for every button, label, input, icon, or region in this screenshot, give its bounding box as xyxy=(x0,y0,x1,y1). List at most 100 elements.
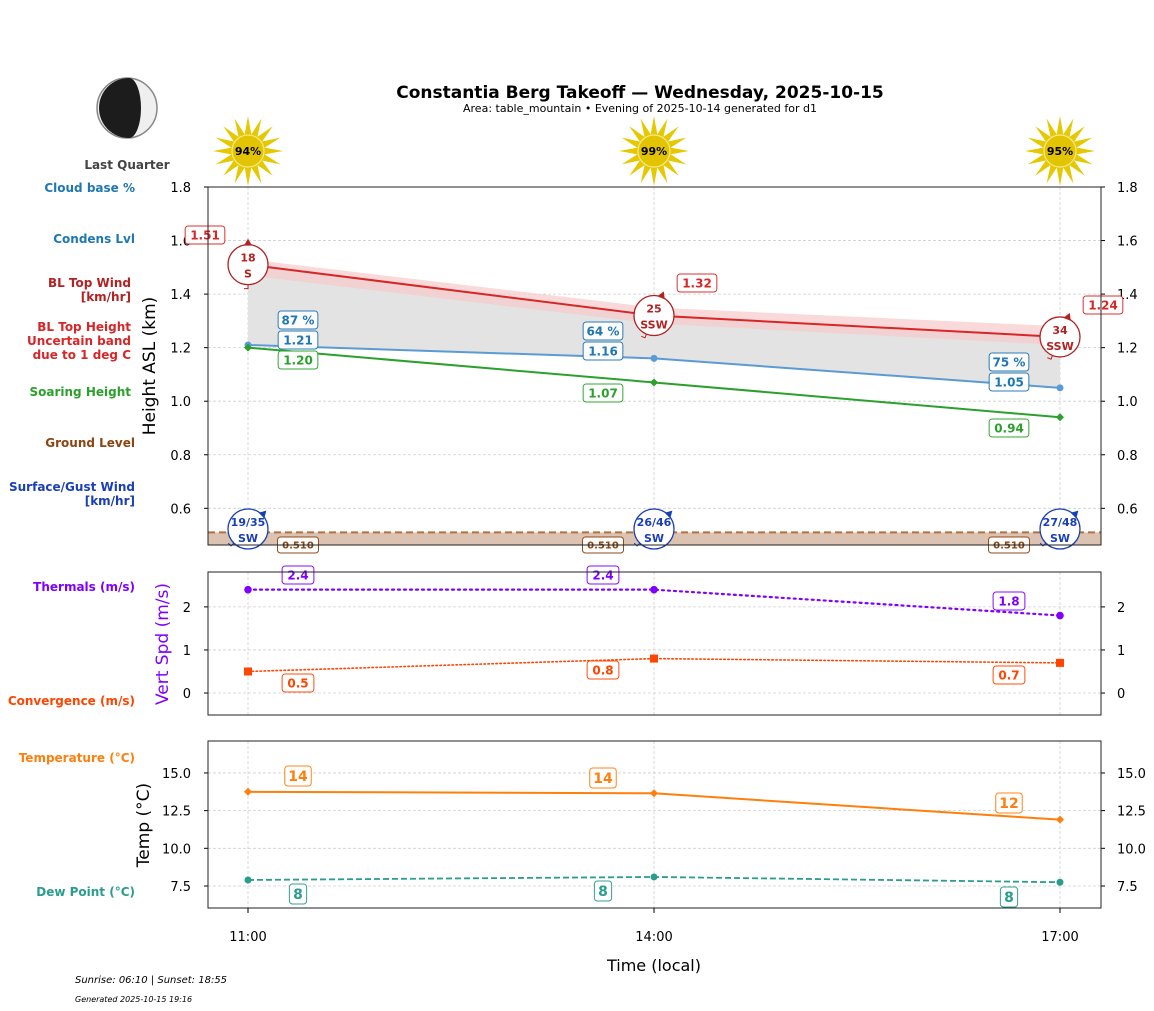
thermals-label-box xyxy=(586,565,620,585)
cloud-base-label-text: 87 % xyxy=(282,313,315,327)
xtick-label: 17:00 xyxy=(1041,930,1078,945)
xtick-label: 14:00 xyxy=(635,930,672,945)
thermals-label-box xyxy=(281,565,315,585)
dewpoint-label-box xyxy=(288,883,308,905)
label-condens: Condens Lvl xyxy=(53,232,135,246)
temp-ylabel: Temp (°C) xyxy=(134,783,154,868)
bl-wind-barb-direction: S xyxy=(244,268,252,281)
vertspeed-ytick-right: 0 xyxy=(1117,687,1125,702)
sun-icon: 95% xyxy=(1025,116,1095,186)
temperature-point xyxy=(650,789,658,798)
condens-label: 1.16 xyxy=(582,341,624,361)
label-surface-wind-line1: Surface/Gust Wind xyxy=(9,480,135,494)
dewpoint-point xyxy=(650,873,658,881)
bl-top-label: 1.32 xyxy=(676,273,718,293)
moon-phase-label: Last Quarter xyxy=(84,158,170,172)
temp-ytick-right: 12.5 xyxy=(1117,805,1146,820)
height-ytick-left: 0.6 xyxy=(170,502,191,517)
sun-percent: 95% xyxy=(1047,145,1073,158)
convergence-label-box xyxy=(281,673,315,693)
thermals-label-box xyxy=(992,591,1026,611)
sun-percent: 94% xyxy=(235,145,261,158)
ground-label-text: 0.510 xyxy=(993,541,1025,552)
surface-wind-barb: 27/48 SW xyxy=(1039,508,1081,550)
soaring-label-box xyxy=(277,350,319,370)
bl-wind-barb-direction: SSW xyxy=(640,319,667,332)
soaring-label-text: 1.20 xyxy=(283,353,313,367)
label-convergence: Convergence (m/s) xyxy=(7,694,135,708)
convergence-label-text: 0.5 xyxy=(287,676,308,690)
convergence-label: 0.8 xyxy=(586,660,620,680)
cloud-base-label-box xyxy=(582,321,624,341)
height-ytick-left: 1.8 xyxy=(170,181,191,196)
temp-ytick-left: 10.0 xyxy=(162,842,191,857)
bl-wind-barb-circle xyxy=(1039,316,1081,358)
temp-ytick-left: 12.5 xyxy=(162,805,191,820)
bl-top-label-box xyxy=(676,273,718,293)
label-bl-height-line2: Uncertain band xyxy=(27,334,131,348)
vertspeed-ytick-left: 1 xyxy=(183,644,191,659)
surface-wind-barb: 19/35 SW xyxy=(227,508,269,550)
surface-wind-barb-circle xyxy=(1039,508,1081,550)
bl-wind-barb-tail-icon xyxy=(1047,355,1053,360)
thermals-point xyxy=(244,585,252,594)
bl-wind-barb-circle xyxy=(633,294,675,337)
dewpoint-point xyxy=(244,876,252,884)
soaring-point xyxy=(650,378,658,387)
condens-label-text: 1.16 xyxy=(588,344,618,358)
sun-disc xyxy=(231,134,265,168)
bl-wind-barb-speed: 34 xyxy=(1052,324,1068,337)
dewpoint-label: 8 xyxy=(288,883,308,905)
dewpoint-label: 8 xyxy=(593,880,613,902)
surface-wind-barb-circle xyxy=(633,508,675,550)
xtick-label: 11:00 xyxy=(229,930,266,945)
sun-disc xyxy=(1043,134,1077,168)
height-ytick-right: 1.6 xyxy=(1117,235,1138,250)
temp-ytick-right: 7.5 xyxy=(1117,880,1138,895)
bl-wind-barb-speed: 25 xyxy=(646,303,661,316)
thermals-point xyxy=(1056,611,1064,620)
ground-label-text: 0.510 xyxy=(282,541,314,552)
bl-top-label: 1.51 xyxy=(184,225,226,245)
surface-wind-barb-direction: SW xyxy=(1050,532,1070,545)
label-bl-wind-line2: [km/hr] xyxy=(80,290,131,304)
ground-label-text: 0.510 xyxy=(587,541,619,552)
soaring-label-box xyxy=(582,383,624,403)
surface-wind-barb-speed: 19/35 xyxy=(231,516,266,529)
condens-label-box xyxy=(277,330,319,350)
label-bl-wind: BL Top Wind [km/hr] xyxy=(48,276,131,304)
bl-top-label-text: 1.32 xyxy=(682,276,712,290)
bl-wind-barb: 18 S xyxy=(227,238,269,290)
bl-wind-barb-arrow-icon xyxy=(244,238,252,246)
label-bl-height: BL Top Height Uncertain band due to 1 de… xyxy=(27,320,131,362)
thermals-label: 2.4 xyxy=(586,565,620,585)
vertspeed-ytick-right: 2 xyxy=(1117,601,1125,616)
height-ytick-right: 0.8 xyxy=(1117,449,1138,464)
soaring-label: 1.20 xyxy=(277,350,319,370)
soaring-label: 0.94 xyxy=(988,418,1030,438)
surface-wind-barb-arrow-icon xyxy=(664,510,673,519)
surface-wind-barb-tail-icon xyxy=(633,542,641,547)
condens-label: 1.05 xyxy=(988,372,1030,392)
temperature-label-box xyxy=(995,792,1023,814)
sun-disc xyxy=(637,134,671,168)
height-ytick-left: 1.2 xyxy=(170,342,191,357)
sun-icon: 99% xyxy=(619,116,689,186)
bl-top-label-box xyxy=(1082,295,1124,315)
convergence-point xyxy=(244,667,252,676)
bl-top-label-text: 1.51 xyxy=(190,228,220,242)
temperature-label-text: 14 xyxy=(593,771,613,787)
cloud-base-label-box xyxy=(277,310,319,330)
vertspeed-frame xyxy=(207,571,1102,716)
vertspeed-ylabel: Vert Spd (m/s) xyxy=(153,583,173,705)
height-ytick-right: 1.0 xyxy=(1117,395,1138,410)
label-bl-height-line1: BL Top Height xyxy=(37,320,131,334)
dewpoint-label: 8 xyxy=(999,886,1019,908)
thermals-label-text: 2.4 xyxy=(592,568,613,582)
convergence-label: 0.5 xyxy=(281,673,315,693)
temperature-label: 14 xyxy=(589,767,617,789)
surface-wind-barb-tail-icon xyxy=(227,542,235,547)
temperature-label-box xyxy=(589,767,617,789)
surface-wind-barb-tail-icon xyxy=(1039,542,1047,547)
